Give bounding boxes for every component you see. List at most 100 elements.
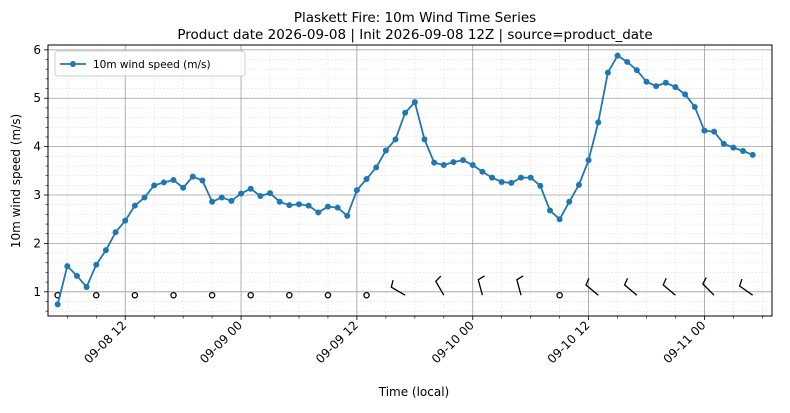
y-tick-label: 6 [33, 43, 41, 57]
data-point [556, 216, 563, 223]
data-point [469, 162, 476, 169]
data-point [315, 209, 322, 216]
data-point [518, 174, 525, 181]
data-point [170, 177, 177, 184]
series-layer [54, 52, 756, 308]
calm-barb [208, 291, 216, 299]
data-point [595, 119, 602, 126]
x-axis-label: Time (local) [378, 385, 450, 399]
plot-frame [47, 44, 773, 317]
data-point [112, 229, 119, 236]
wind-barb [516, 275, 524, 296]
data-point [450, 159, 457, 166]
data-point [701, 127, 708, 134]
data-point [508, 179, 515, 186]
calm-barb [363, 291, 370, 299]
data-point [460, 157, 467, 164]
data-point [353, 187, 360, 194]
calm-barb [324, 291, 332, 299]
data-point [276, 198, 283, 205]
data-point [199, 177, 206, 184]
wind-barb [585, 277, 599, 296]
legend-marker-sample [70, 61, 76, 67]
y-axis-label: 10m wind speed (m/s) [9, 114, 23, 248]
data-point [295, 201, 302, 208]
data-point [711, 128, 718, 135]
data-point [546, 207, 553, 214]
wind-barb [434, 275, 445, 296]
data-point [440, 162, 447, 169]
wind-barb [390, 279, 406, 296]
data-point [247, 185, 254, 192]
wind-barb [623, 277, 638, 296]
series-line [56, 54, 754, 305]
data-point [151, 182, 158, 189]
calm-barb [131, 291, 139, 299]
data-point [392, 136, 399, 143]
legend: 10m wind speed (m/s) [54, 50, 246, 77]
wind-barbs [54, 275, 754, 299]
data-point [479, 168, 486, 175]
x-tick-label: 09-09 12 [313, 318, 361, 366]
calm-barb [247, 291, 254, 299]
chart-title: Plaskett Fire: 10m Wind Time Series [294, 10, 536, 26]
data-point [324, 203, 331, 210]
data-point [527, 174, 534, 181]
data-point [411, 99, 418, 106]
data-point [653, 83, 660, 90]
data-point [662, 79, 669, 86]
calm-barb [556, 291, 563, 299]
data-point [720, 140, 727, 147]
calm-barb [286, 291, 293, 299]
data-point [209, 198, 216, 205]
data-point [363, 176, 370, 183]
data-point [643, 78, 650, 85]
x-tick-label: 09-09 00 [197, 318, 245, 366]
data-point [402, 109, 409, 116]
x-tick-label: 09-10 00 [429, 318, 477, 366]
data-point [54, 301, 61, 308]
data-point [691, 103, 698, 110]
data-point [421, 136, 428, 143]
data-point [334, 204, 341, 211]
data-point [160, 179, 167, 186]
data-point [83, 283, 90, 290]
data-point [431, 159, 438, 166]
data-point [180, 184, 187, 191]
chart-subtitle: Product date 2026-09-08 | Init 2026-09-0… [177, 27, 652, 43]
calm-barb [93, 291, 100, 299]
x-tick-label: 09-10 12 [545, 318, 593, 366]
y-tick-label: 3 [33, 188, 41, 202]
data-point [238, 190, 245, 197]
data-point [604, 69, 611, 76]
wind-barb [477, 275, 485, 296]
data-point [682, 91, 689, 98]
legend-box [54, 50, 246, 77]
calm-barb [170, 291, 177, 299]
data-point [566, 198, 573, 205]
legend-entry-label: 10m wind speed (m/s) [93, 59, 211, 71]
data-point [305, 202, 312, 209]
y-tick-label: 4 [33, 140, 41, 154]
x-tick-label: 09-08 12 [81, 318, 129, 366]
data-point [344, 212, 351, 219]
data-point [189, 173, 196, 180]
data-point [267, 190, 274, 197]
wind-barb [662, 277, 676, 296]
data-point [730, 144, 737, 151]
y-tick-label: 1 [33, 285, 41, 299]
x-tick-label: 09-11 00 [660, 318, 708, 366]
data-point [498, 178, 505, 185]
data-point [672, 84, 679, 91]
data-point [537, 182, 544, 189]
data-point [131, 202, 138, 209]
data-point [286, 202, 293, 209]
data-point [575, 181, 582, 188]
data-point [740, 147, 747, 154]
data-point [141, 194, 148, 201]
data-point [749, 151, 756, 158]
data-point [633, 67, 640, 74]
data-point [228, 197, 235, 204]
data-point [73, 272, 80, 279]
